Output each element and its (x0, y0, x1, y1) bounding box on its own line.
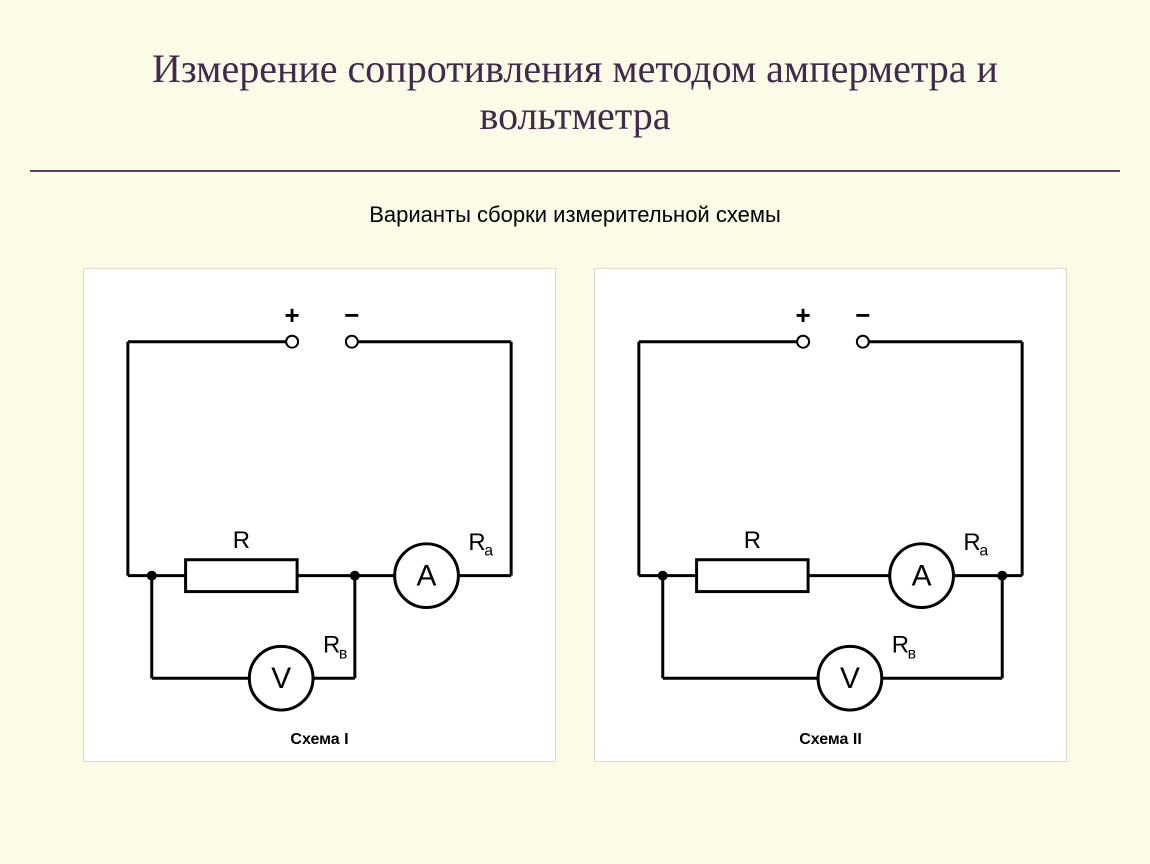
svg-text:в: в (339, 645, 347, 662)
svg-text:V: V (840, 662, 860, 695)
diagram-1-caption: Схема I (96, 731, 543, 749)
title-underline (30, 170, 1120, 172)
svg-text:R: R (468, 529, 485, 556)
svg-text:−: − (855, 302, 870, 330)
svg-text:R: R (323, 631, 340, 658)
svg-text:в: в (908, 645, 916, 662)
svg-text:R: R (963, 529, 980, 556)
circuit-diagram-1: + − R A Rа V Rв (96, 281, 543, 721)
slide-subtitle: Варианты сборки измерительной схемы (0, 202, 1150, 228)
diagram-2-box: + − R A Rа V Rв Схема II (594, 268, 1067, 762)
svg-text:A: A (912, 560, 932, 593)
diagrams-row: + − R A Rа V Rв Схема I + − R A Rа V Rв Схема II (0, 268, 1150, 762)
svg-text:−: − (344, 302, 359, 330)
svg-text:+: + (796, 302, 811, 330)
title-area: Измерение сопротивления методом ампермет… (80, 45, 1070, 139)
svg-text:R: R (744, 527, 761, 554)
svg-text:+: + (285, 302, 300, 330)
circuit-diagram-2: + − R A Rа V Rв (607, 281, 1054, 721)
slide-title: Измерение сопротивления методом ампермет… (80, 45, 1070, 139)
svg-text:A: A (417, 560, 437, 593)
svg-text:V: V (271, 662, 291, 695)
diagram-2-caption: Схема II (607, 731, 1054, 749)
svg-text:а: а (484, 543, 493, 560)
svg-text:R: R (233, 527, 250, 554)
svg-text:а: а (979, 543, 988, 560)
svg-text:R: R (892, 631, 909, 658)
diagram-1-box: + − R A Rа V Rв Схема I (83, 268, 556, 762)
